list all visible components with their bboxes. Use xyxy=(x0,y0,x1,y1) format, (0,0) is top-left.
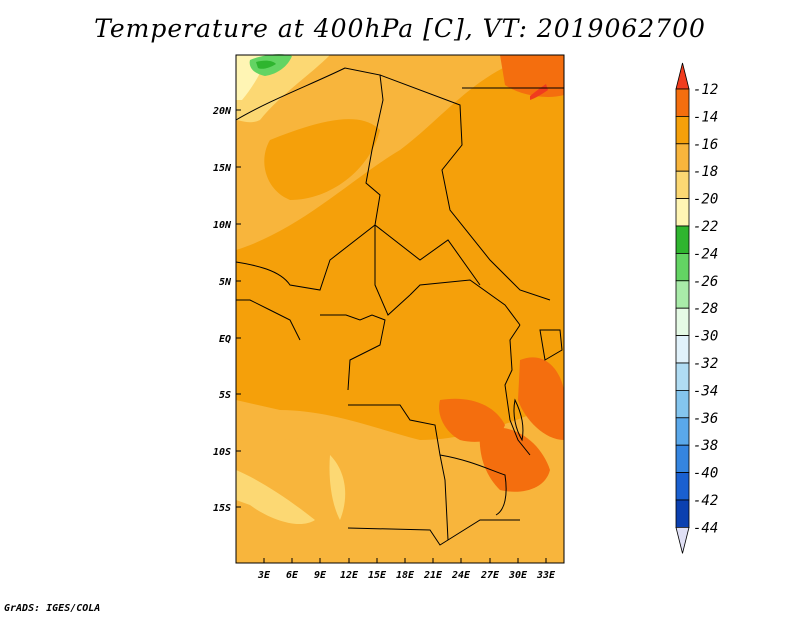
colorbar-label: -20 xyxy=(693,192,718,208)
grads-credit: GrADS: IGES/COLA xyxy=(4,603,101,614)
colorbar-label: -18 xyxy=(693,164,718,180)
colorbar-swatch xyxy=(675,444,690,474)
colorbar-label: -22 xyxy=(693,219,718,235)
colorbar-swatch xyxy=(675,307,690,337)
colorbar-swatch xyxy=(675,170,690,199)
colorbar-label: -24 xyxy=(693,246,718,262)
map-panel: 20N 15N 10N 5N EQ 5S 10S 15S 3E 6E 9E 12… xyxy=(212,54,565,581)
lat-label: 20N xyxy=(212,106,232,117)
lon-label: 9E xyxy=(314,570,327,581)
colorbar-swatch xyxy=(675,88,690,117)
colorbar-swatch xyxy=(675,252,690,282)
lat-label: 10S xyxy=(213,447,231,458)
lon-label: 18E xyxy=(396,570,415,581)
colorbar-swatch xyxy=(675,335,690,364)
colorbar-swatch xyxy=(675,472,690,501)
colorbar-swatch xyxy=(675,362,690,391)
temperature-field xyxy=(236,54,564,563)
colorbar-label: -14 xyxy=(693,109,718,125)
colorbar-label: -30 xyxy=(693,329,718,345)
colorbar-label: -38 xyxy=(693,438,718,454)
colorbar-label: -40 xyxy=(693,466,718,482)
lon-label: 3E xyxy=(257,570,271,581)
colorbar-swatch xyxy=(675,280,690,309)
colorbar-label: -44 xyxy=(693,520,718,536)
colorbar-label: -16 xyxy=(693,137,718,153)
colorbar: -12 -14 -16 -18 -20 -22 -24 -26 -28 -30 -32 -34 -36 -… xyxy=(675,62,718,554)
colorbar-label: -36 xyxy=(693,411,718,427)
colorbar-swatch xyxy=(675,225,690,254)
lon-label: 6E xyxy=(286,570,299,581)
colorbar-swatch xyxy=(675,198,690,227)
axis-ticks xyxy=(236,109,547,563)
colorbar-swatch xyxy=(675,417,690,446)
map-frame xyxy=(235,54,565,564)
lat-label: 10N xyxy=(213,220,232,231)
colorbar-swatch xyxy=(675,499,690,528)
lon-label: 21E xyxy=(423,570,443,581)
colorbar-label: -42 xyxy=(693,493,718,509)
lat-label: 15S xyxy=(213,503,231,514)
colorbar-bottom-arrow xyxy=(675,527,690,554)
colorbar-top-arrow xyxy=(675,62,690,90)
colorbar-swatch xyxy=(675,143,690,172)
lon-label: 15E xyxy=(368,570,387,581)
colorbar-label: -34 xyxy=(693,383,718,399)
colorbar-label: -32 xyxy=(693,356,718,372)
lat-label: EQ xyxy=(219,334,231,345)
lon-label: 33E xyxy=(536,570,556,581)
lon-label: 27E xyxy=(480,570,500,581)
lon-label: 30E xyxy=(508,570,528,581)
lon-label: 24E xyxy=(451,570,471,581)
lat-label: 15N xyxy=(213,163,232,174)
colorbar-swatch xyxy=(675,116,690,145)
country-borders xyxy=(235,67,564,546)
lat-label: 5S xyxy=(219,390,231,401)
colorbar-label: -26 xyxy=(693,274,718,290)
lat-label: 5N xyxy=(219,277,232,288)
chart-title: Temperature at 400hPa [C], VT: 201906270… xyxy=(94,14,706,43)
colorbar-label: -28 xyxy=(693,301,718,317)
colorbar-swatch xyxy=(675,389,690,419)
colorbar-label: -12 xyxy=(693,82,718,98)
lon-label: 12E xyxy=(340,570,359,581)
